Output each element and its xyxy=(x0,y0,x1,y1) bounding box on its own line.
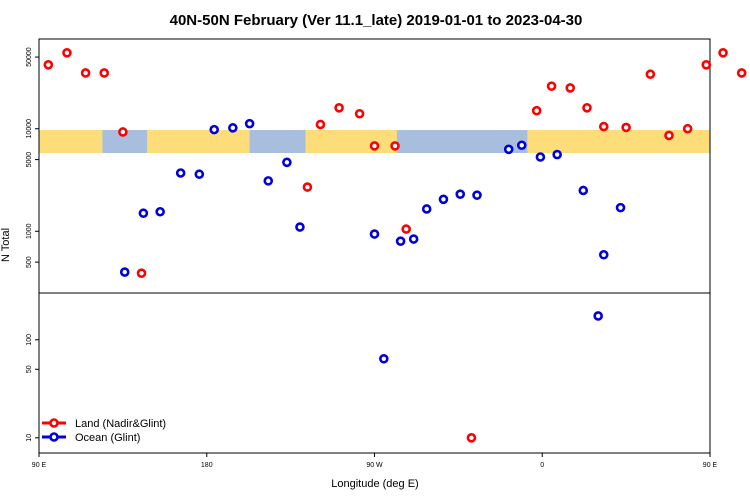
ocean-point-upper-0 xyxy=(119,267,130,277)
ocean-point-upper-17 xyxy=(472,190,482,200)
ocean-point-upper-24 xyxy=(615,202,626,213)
land-point-upper-21 xyxy=(682,123,693,134)
land-point-lower-0 xyxy=(466,433,477,443)
upper-y-tick-label-1: 1000 xyxy=(26,223,33,239)
x-tick-label-2: 90 W xyxy=(366,462,383,469)
land-point-upper-1 xyxy=(62,48,72,58)
land-point-upper-16 xyxy=(582,102,592,113)
land-point-upper-0 xyxy=(43,60,54,70)
land-point-upper-11 xyxy=(390,141,400,151)
upper-panel-frame xyxy=(38,38,711,294)
ocean-band-0 xyxy=(102,130,148,153)
land-point-upper-5 xyxy=(136,268,147,278)
x-tick-label-0: 90 E xyxy=(32,462,47,469)
land-point-upper-2 xyxy=(80,68,91,78)
upper-y-tick-label-2: 5000 xyxy=(26,152,33,168)
legend: Land (Nadir&Glint) Ocean (Glint) xyxy=(42,418,166,444)
ocean-point-upper-6 xyxy=(228,123,238,133)
upper-y-axis: 500 1000 5000 10000 50000 xyxy=(26,47,39,268)
ocean-point-upper-20 xyxy=(535,152,546,162)
x-tick-label-3: 0 xyxy=(540,462,544,469)
ocean-point-upper-18 xyxy=(503,144,514,155)
upper-y-tick-label-4: 50000 xyxy=(26,47,33,67)
ocean-point-lower-0 xyxy=(379,353,389,364)
legend-ocean-marker xyxy=(49,432,59,442)
chart-title: 40N-50N February (Ver 11.1_late) 2019-01… xyxy=(170,12,583,29)
upper-panel: 500 1000 5000 10000 50000 xyxy=(26,38,747,294)
legend-ocean-label: Ocean (Glint) xyxy=(75,432,140,444)
lower-y-tick-label-2: 100 xyxy=(26,334,33,346)
ocean-point-upper-16 xyxy=(455,189,466,199)
y-axis-label: N Total xyxy=(0,228,12,262)
legend-land-marker xyxy=(49,418,59,428)
ocean-point-upper-8 xyxy=(263,176,274,186)
x-axis-label: Longitude (deg E) xyxy=(331,478,418,490)
land-point-upper-23 xyxy=(718,48,728,58)
ocean-band-2 xyxy=(396,130,528,153)
ocean-point-upper-4 xyxy=(194,169,205,180)
legend-land-label: Land (Nadir&Glint) xyxy=(75,418,166,430)
ocean-point-upper-21 xyxy=(552,149,562,160)
upper-y-tick-label-0: 500 xyxy=(26,256,33,268)
ocean-point-upper-10 xyxy=(295,222,305,232)
land-point-upper-6 xyxy=(302,182,313,192)
ocean-point-upper-23 xyxy=(598,249,609,260)
lower-y-axis: 10 50 100 xyxy=(26,334,39,442)
ocean-point-upper-12 xyxy=(395,236,406,247)
ocean-band-1 xyxy=(249,130,306,153)
x-tick-label-4: 90 E xyxy=(703,462,718,469)
land-point-upper-7 xyxy=(315,119,326,130)
ocean-point-upper-19 xyxy=(516,140,527,151)
upper-points xyxy=(43,48,747,278)
land-point-upper-10 xyxy=(369,141,380,151)
land-point-upper-8 xyxy=(334,102,344,113)
land-point-upper-22 xyxy=(701,60,712,70)
ocean-point-upper-13 xyxy=(408,234,419,244)
ocean-point-upper-11 xyxy=(369,229,380,239)
land-point-upper-18 xyxy=(621,122,631,133)
land-point-upper-9 xyxy=(354,108,365,119)
ocean-point-upper-9 xyxy=(282,157,292,168)
x-tick-label-1: 180 xyxy=(201,462,213,469)
land-point-upper-17 xyxy=(598,121,609,132)
land-point-upper-19 xyxy=(645,69,656,80)
lower-points xyxy=(379,311,603,443)
land-point-upper-3 xyxy=(99,68,110,78)
land-point-upper-13 xyxy=(531,105,542,116)
land-point-upper-15 xyxy=(565,83,576,93)
ocean-point-upper-5 xyxy=(209,124,220,135)
ocean-point-upper-7 xyxy=(244,118,255,129)
ocean-point-upper-3 xyxy=(175,168,186,178)
ocean-point-upper-15 xyxy=(438,194,449,205)
land-point-upper-12 xyxy=(401,224,411,234)
land-point-upper-24 xyxy=(736,68,747,78)
x-axis: 90 E 180 90 W 0 90 E xyxy=(32,453,718,469)
ocean-point-lower-1 xyxy=(593,311,603,321)
ocean-point-upper-14 xyxy=(421,204,432,214)
land-point-upper-20 xyxy=(664,130,674,141)
lower-y-tick-label-0: 10 xyxy=(26,434,33,442)
ocean-point-upper-1 xyxy=(138,208,149,219)
map-strip-oceans xyxy=(102,130,528,153)
upper-y-tick-label-3: 10000 xyxy=(26,119,33,139)
lower-y-tick-label-1: 50 xyxy=(26,365,33,373)
ocean-point-upper-2 xyxy=(155,206,165,217)
land-point-upper-14 xyxy=(546,81,557,91)
ocean-point-upper-22 xyxy=(578,185,589,196)
land-point-upper-4 xyxy=(118,127,128,137)
